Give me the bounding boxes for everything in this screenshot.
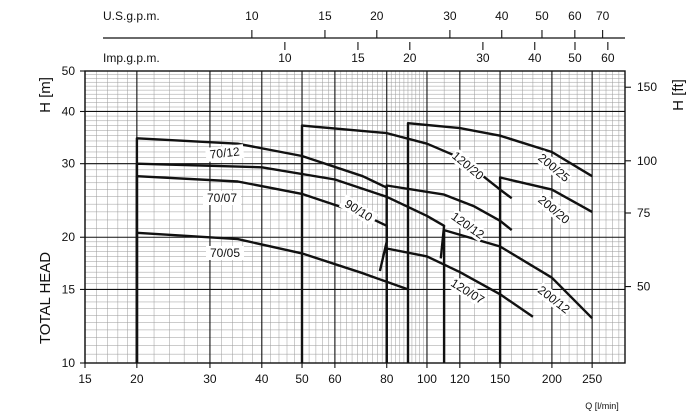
curve-label-bg [448,148,487,184]
top-axis-us-label: 40 [495,9,509,23]
top-axis-us-label: 60 [568,9,582,23]
y-right-tick-label: 150 [637,80,657,94]
top-axis-us-label: 70 [596,9,610,23]
y-tick-label: 20 [62,230,76,244]
x-axis-title: Q [l/min] [585,401,619,411]
top-axis-imp-label: 60 [601,51,615,65]
y-tick-label: 50 [62,64,76,78]
top-axis-imp-title: Imp.g.p.m. [103,51,160,65]
x-tick-label: 100 [417,372,437,386]
top-axis-us-label: 10 [245,9,259,23]
curve-label-bg [206,246,244,260]
x-tick-label: 50 [295,372,309,386]
y-left-axis-label: H [m] [37,77,54,113]
curve-200-25 [406,121,593,363]
curve-label-text: 70/07 [207,191,237,205]
top-axis-us-label: 30 [443,9,457,23]
curve-120-12 [385,184,513,363]
curve-label-bg [205,144,245,162]
top-axis-imp-label: 10 [278,51,292,65]
curve-label-200-12: 200/12 [534,282,574,317]
x-tick-label: 20 [130,372,144,386]
curve-label-text: 200/25 [535,151,572,186]
x-tick-label: 15 [78,372,92,386]
x-tick-label: 30 [203,372,217,386]
x-tick-label: 120 [450,372,470,386]
curve-label-bg [534,150,573,186]
y-right-tick-label: 100 [637,154,657,168]
curve-label-bg [534,192,573,228]
curve-label-bg [203,191,241,205]
curve-label-text: 120/07 [448,276,487,307]
curve-label-text: 70/05 [210,246,240,260]
curve-label-70-05: 70/05 [206,246,244,260]
top-axis-us-label: 20 [370,9,384,23]
curve-label-120-07: 120/07 [447,275,488,308]
x-tick-label: 200 [542,372,562,386]
curve-label-bg [534,282,574,317]
curve-label-text: 200/12 [535,283,573,317]
y-axis-title: TOTAL HEAD [37,252,54,344]
curve-label-bg [338,194,379,227]
curve-label-bg [447,275,488,308]
curve-90-10 [135,162,446,363]
y-tick-label: 30 [62,157,76,171]
curve-label-70-12: 70/12 [205,144,245,162]
curve-70-05 [135,231,409,363]
y-tick-label: 15 [62,282,76,296]
top-axis-imp-label: 15 [351,51,365,65]
y-tick-label: 40 [62,104,76,118]
plot-frame [84,70,626,364]
curve-label-200-25: 200/25 [534,150,573,186]
x-tick-label: 40 [255,372,269,386]
top-axis-us-label: 50 [535,9,549,23]
curve-label-bg [448,208,488,243]
top-axis-us-label: 15 [318,9,332,23]
x-tick-label: 60 [328,372,342,386]
y-right-tick-label: 50 [637,280,651,294]
top-axis-imp-label: 20 [403,51,417,65]
y-right-tick-label: 75 [637,206,651,220]
curve-200-20 [498,176,593,363]
curve-label-text: 70/12 [209,144,241,161]
y-tick-label: 10 [62,356,76,370]
y-right-axis-label: H [ft] [670,79,687,111]
top-axis-us-title: U.S.g.p.m. [103,9,160,23]
top-axis-imp-label: 40 [528,51,542,65]
x-tick-label: 150 [490,372,510,386]
x-tick-label: 80 [380,372,394,386]
top-axis-imp-label: 50 [568,51,582,65]
curve-label-120-20: 120/20 [448,148,487,184]
curve-label-70-07: 70/07 [203,191,241,205]
top-axis-imp-label: 30 [476,51,490,65]
x-tick-label: 250 [582,372,602,386]
curve-label-text: 120/20 [449,149,486,184]
